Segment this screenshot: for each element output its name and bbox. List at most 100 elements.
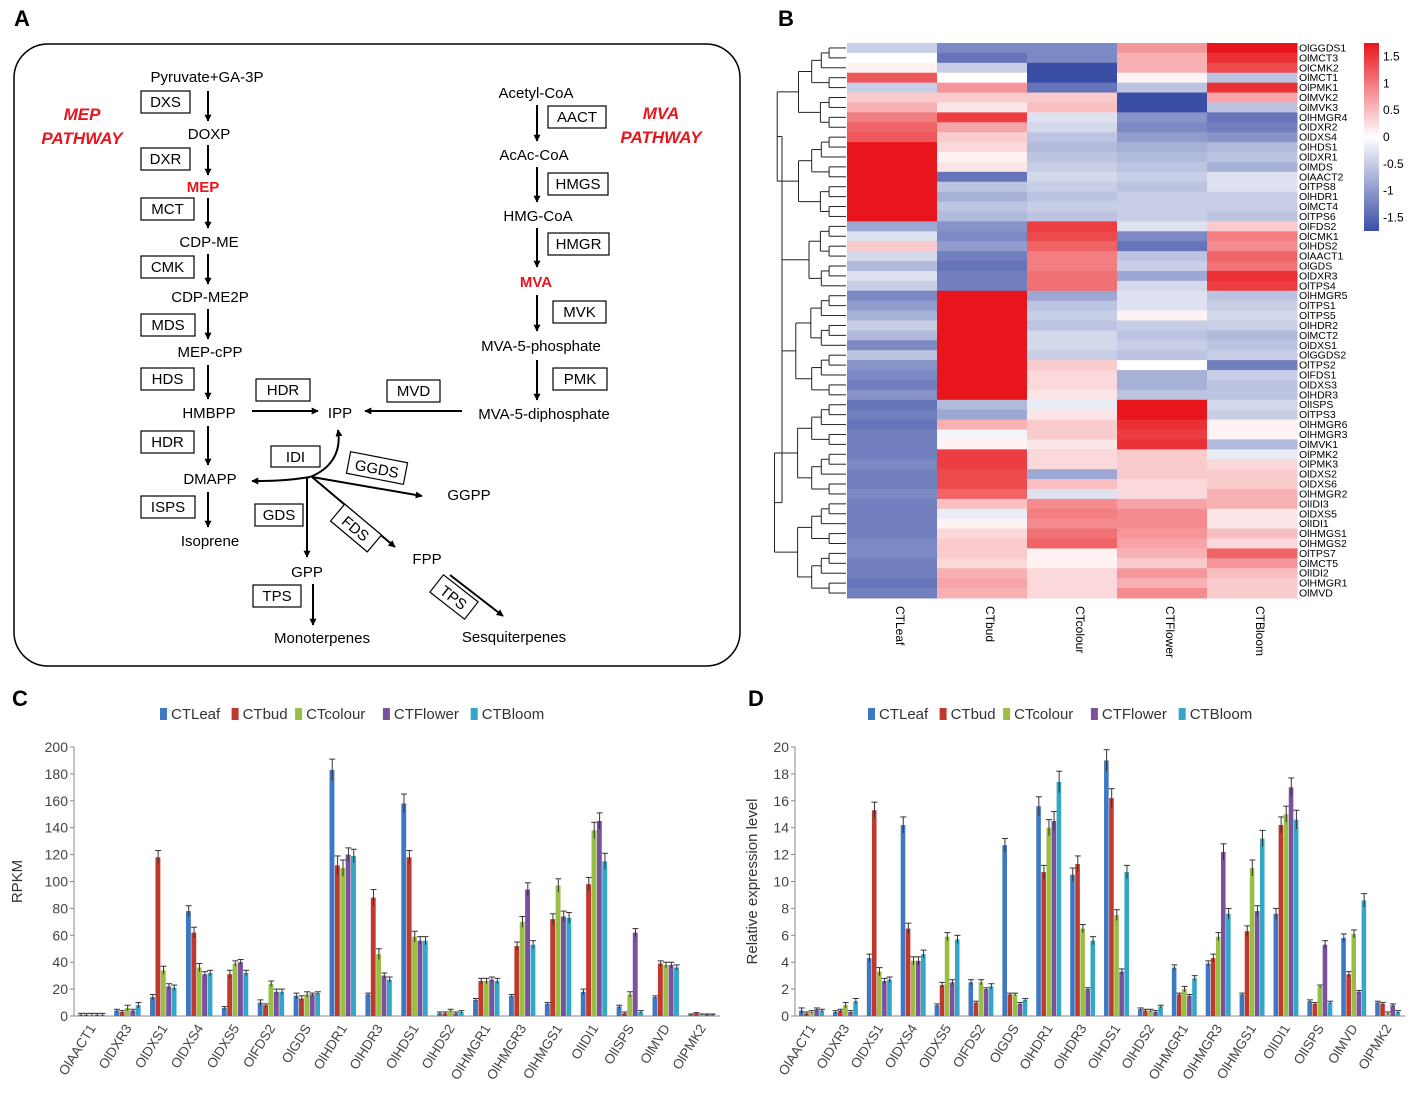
bar: [1143, 1010, 1148, 1016]
legend-swatch: [295, 708, 303, 720]
enzyme-box-tps-2: [429, 573, 479, 621]
heatmap-cell: [1207, 221, 1298, 232]
enzyme-box-hdr: [140, 430, 195, 454]
enzyme-box-cmk: [140, 255, 195, 279]
bar: [447, 1010, 453, 1016]
heatmap-cell: [847, 340, 938, 351]
bar: [877, 971, 882, 1016]
bar: [376, 954, 382, 1016]
heatmap-cell: [847, 270, 938, 282]
heatmap-cell: [1027, 122, 1118, 133]
bar: [1171, 967, 1177, 1016]
bar: [417, 940, 423, 1016]
heatmap-row-label: OlMDS: [1299, 161, 1333, 173]
heatmap-cell: [1207, 360, 1298, 371]
bar: [668, 964, 674, 1016]
enzyme-box-mvd: [386, 379, 441, 403]
heatmap-cell: [1027, 280, 1118, 292]
y-tick-label: 2: [781, 981, 789, 997]
heatmap-cell: [847, 132, 938, 143]
x-tick-label: OlGDS: [279, 1022, 314, 1066]
bar: [832, 1011, 838, 1016]
heatmap-cell: [937, 102, 1028, 113]
bar: [1351, 933, 1357, 1016]
bar: [949, 982, 955, 1017]
bar: [221, 1007, 227, 1016]
heatmap-cell: [1207, 231, 1298, 242]
heatmap-cell: [1027, 429, 1118, 440]
heatmap-cell: [1027, 211, 1118, 222]
heatmap-cell: [1027, 488, 1118, 500]
enzyme-box-dxr: [140, 147, 191, 171]
bar: [1259, 838, 1265, 1016]
legend-swatch: [231, 708, 239, 720]
heatmap-cell: [1027, 72, 1118, 84]
heatmap-row-label: OlMCT2: [1299, 330, 1338, 342]
bar: [544, 1003, 550, 1016]
bar: [944, 936, 950, 1016]
heatmap-cell: [847, 330, 938, 341]
bar: [489, 979, 495, 1016]
heatmap-cell: [847, 479, 938, 490]
metabolite-acac-coa: AcAc-CoA: [499, 147, 568, 164]
heatmap-cell: [847, 558, 938, 569]
bar: [155, 857, 161, 1016]
heatmap-cell: [1117, 92, 1208, 103]
bar: [238, 962, 243, 1016]
bar: [508, 995, 514, 1016]
y-axis-label: RPKM: [9, 860, 26, 903]
heatmap-cell: [1117, 191, 1208, 203]
heatmap-cell: [847, 439, 938, 450]
heatmap-cell: [1117, 389, 1208, 401]
heatmap-cell: [1027, 310, 1118, 321]
heatmap-cell: [937, 548, 1028, 559]
heatmap-cell: [937, 132, 1028, 143]
heatmap-cell: [847, 122, 938, 133]
heatmap-cell: [1027, 498, 1118, 510]
heatmap-cell: [1117, 43, 1208, 54]
bar: [968, 982, 974, 1017]
bar: [304, 994, 310, 1016]
heatmap-cell: [1027, 568, 1118, 579]
bar: [934, 1005, 940, 1016]
heatmap-cell: [847, 568, 938, 579]
heatmap-cell: [1117, 588, 1208, 599]
heatmap-row-label: OlFDS1: [1299, 370, 1337, 382]
heatmap-cell: [937, 379, 1028, 391]
heatmap-cell: [1117, 161, 1208, 173]
heatmap-cell: [937, 360, 1028, 371]
heatmap-cell: [1117, 538, 1208, 549]
heatmap-cell: [1117, 290, 1208, 302]
bar: [345, 854, 351, 1016]
heatmap-cell: [1207, 161, 1298, 173]
heatmap-cell: [1027, 548, 1118, 559]
bar: [130, 1010, 136, 1016]
heatmap-row-label: OlMCT1: [1299, 72, 1338, 84]
bar: [370, 897, 376, 1016]
heatmap-row-label: OlHMGR6: [1299, 419, 1348, 431]
heatmap-cell: [937, 538, 1028, 549]
bar: [1312, 1003, 1318, 1016]
heatmap-cell: [1207, 171, 1298, 183]
heatmap-row-label: OlMCT3: [1299, 52, 1338, 64]
bar: [1056, 781, 1062, 1016]
bar: [514, 946, 520, 1016]
enzyme-box-fds: [329, 503, 383, 553]
heatmap-cell: [1117, 419, 1208, 431]
enzyme-mct: MCT: [151, 201, 184, 218]
heatmap-cell: [1027, 82, 1118, 94]
heatmap-row-label: OlGGDS1: [1299, 42, 1346, 54]
chart-legend: CTLeaf CTbud CTcolour CTFlower CTBloom: [868, 706, 1252, 723]
heatmap-cell: [1207, 508, 1298, 520]
heatmap-row-label: OlHDR2: [1299, 320, 1338, 332]
bar: [838, 1010, 843, 1016]
enzyme-hmgr: HMGR: [556, 236, 602, 253]
heatmap-cell: [1207, 370, 1298, 381]
heatmap-row-label: OlTPS1: [1299, 300, 1336, 312]
heatmap-cell: [1117, 251, 1208, 262]
bar: [1395, 1011, 1401, 1016]
bar: [580, 991, 586, 1016]
heatmap-cell: [1117, 310, 1208, 321]
heatmap-cell: [1117, 112, 1208, 123]
metabolite-mep: MEP: [187, 179, 220, 196]
